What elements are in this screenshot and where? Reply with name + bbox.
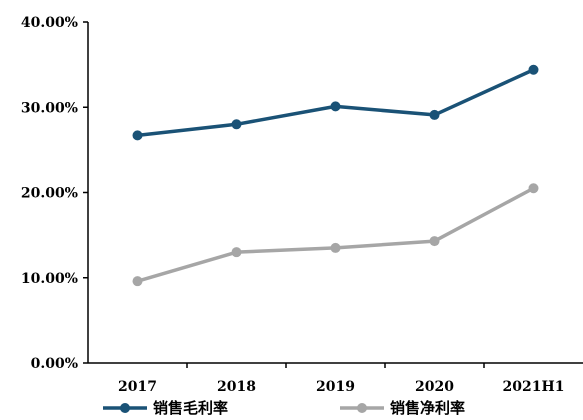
chart-legend: 销售毛利率 销售净利率 bbox=[103, 399, 465, 417]
series-2-point bbox=[429, 236, 440, 247]
series-1-point bbox=[330, 101, 341, 112]
series-1-point bbox=[528, 64, 539, 75]
chart-series bbox=[132, 64, 539, 287]
series-2-point bbox=[231, 247, 242, 258]
series-1-point bbox=[132, 130, 143, 141]
series-1-point bbox=[429, 109, 440, 120]
y-axis-ticks: 0.00% 10.00% 20.00% 30.00% 40.00% bbox=[21, 15, 88, 372]
series-2-point bbox=[132, 276, 143, 287]
legend-swatch-marker bbox=[120, 403, 130, 413]
y-tick-label: 20.00% bbox=[21, 186, 78, 202]
y-tick-label: 30.00% bbox=[21, 100, 78, 116]
legend-label: 销售净利率 bbox=[390, 399, 465, 417]
series-1-point bbox=[231, 119, 242, 130]
series-2-point bbox=[528, 183, 539, 194]
chart-axes bbox=[87, 22, 583, 364]
y-tick-label: 0.00% bbox=[31, 356, 78, 372]
series-line-2 bbox=[137, 186, 535, 283]
x-axis-ticks: 2017 2018 2019 2020 2021H1 bbox=[118, 363, 564, 395]
series-2-point bbox=[330, 242, 341, 253]
y-tick-label: 10.00% bbox=[21, 271, 78, 287]
x-tick-label: 2017 bbox=[118, 379, 157, 395]
x-tick-label: 2020 bbox=[415, 379, 454, 395]
x-tick-label: 2021H1 bbox=[503, 379, 565, 395]
legend-label: 销售毛利率 bbox=[153, 399, 228, 417]
x-tick-label: 2019 bbox=[316, 379, 355, 395]
legend-swatch-marker bbox=[357, 403, 367, 413]
y-tick-label: 40.00% bbox=[21, 15, 78, 31]
x-tick-label: 2018 bbox=[217, 379, 256, 395]
